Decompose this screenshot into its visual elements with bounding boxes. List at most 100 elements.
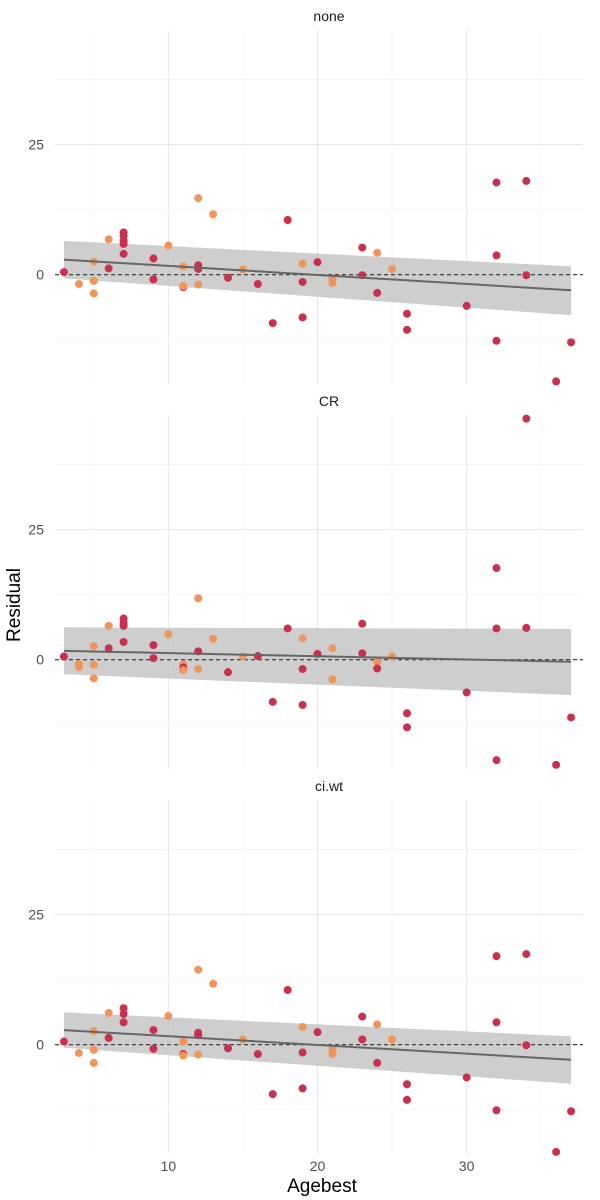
panel-3: ci.wt 25 0 — [28, 778, 583, 1156]
data-point — [492, 952, 501, 961]
data-point — [224, 273, 233, 282]
data-point — [492, 178, 501, 187]
data-point — [492, 1018, 501, 1027]
data-point — [403, 709, 411, 718]
data-point — [552, 760, 561, 769]
data-point — [298, 1048, 307, 1057]
confidence-ribbon — [63, 627, 572, 696]
data-point — [403, 325, 411, 334]
data-point — [328, 279, 337, 288]
data-point — [283, 986, 292, 995]
data-point — [492, 564, 501, 573]
y-tick-label: 25 — [28, 137, 44, 153]
data-point — [119, 1004, 128, 1013]
data-point — [462, 301, 471, 310]
data-point — [119, 637, 128, 646]
fit-line — [63, 649, 572, 663]
data-point — [522, 271, 531, 280]
data-point — [298, 634, 307, 643]
data-point — [313, 1028, 322, 1037]
data-point — [298, 700, 307, 709]
data-point — [149, 254, 158, 263]
data-point — [164, 630, 173, 639]
data-point — [104, 1008, 113, 1017]
data-point — [59, 268, 68, 277]
y-tick-label: 0 — [36, 267, 44, 283]
data-point — [522, 950, 531, 959]
data-point — [104, 1033, 113, 1042]
data-point — [298, 277, 307, 286]
data-point — [522, 176, 531, 185]
data-point — [119, 1018, 128, 1027]
data-point — [492, 756, 501, 765]
data-point — [194, 665, 203, 674]
data-point — [403, 1095, 411, 1104]
fit-line — [63, 258, 572, 292]
data-point — [268, 319, 277, 328]
data-point — [492, 1106, 501, 1115]
data-point — [328, 644, 337, 653]
data-point — [224, 668, 233, 677]
data-point — [552, 377, 561, 386]
panels: none 25 0 CR 25 0 ci.wt 25 0 10 20 30 — [28, 8, 583, 1174]
data-point — [298, 259, 307, 268]
data-point — [283, 624, 292, 633]
data-point — [373, 288, 382, 297]
data-point — [179, 1051, 188, 1060]
data-point — [253, 1050, 262, 1059]
data-point — [268, 697, 277, 706]
data-point — [388, 1035, 397, 1044]
data-point — [89, 642, 98, 651]
x-tick-label: 30 — [459, 1158, 475, 1174]
y-tick-label: 25 — [28, 907, 44, 923]
data-point — [149, 641, 158, 650]
data-point — [194, 280, 203, 289]
data-point — [358, 1012, 367, 1021]
panel-strip-label: ci.wt — [315, 778, 343, 794]
data-point — [149, 1026, 158, 1035]
data-point — [89, 674, 98, 683]
data-point — [104, 621, 113, 630]
data-point — [567, 1107, 576, 1116]
data-point — [179, 282, 188, 291]
data-point — [104, 264, 113, 273]
data-point — [522, 414, 531, 423]
data-point — [89, 660, 98, 669]
data-point — [74, 280, 83, 289]
data-point — [194, 965, 203, 974]
data-point — [253, 280, 262, 289]
data-point — [89, 276, 98, 285]
data-point — [298, 665, 307, 674]
data-point — [209, 210, 218, 219]
data-point — [298, 1084, 307, 1093]
data-point — [492, 624, 501, 633]
data-point — [388, 652, 397, 661]
x-tick-label: 10 — [161, 1158, 177, 1174]
data-point — [492, 251, 501, 260]
data-point — [298, 1022, 307, 1031]
data-point — [89, 1045, 98, 1054]
data-point — [283, 216, 292, 225]
x-tick-label: 20 — [310, 1158, 326, 1174]
y-axis-title: Residual — [4, 568, 25, 642]
data-point — [522, 1041, 531, 1050]
data-point — [373, 1058, 382, 1067]
data-point — [209, 979, 218, 988]
data-point — [119, 1009, 128, 1018]
panel-1: none 25 0 — [28, 8, 583, 386]
data-point — [164, 1012, 173, 1021]
data-point — [149, 275, 158, 284]
data-point — [462, 1073, 471, 1082]
data-point — [403, 723, 411, 732]
data-point — [104, 235, 113, 244]
data-point — [179, 666, 188, 675]
data-point — [194, 194, 203, 203]
data-point — [373, 657, 382, 666]
data-point — [89, 289, 98, 298]
data-point — [358, 243, 367, 252]
data-point — [328, 675, 337, 684]
data-point — [313, 258, 322, 267]
data-point — [492, 336, 501, 345]
y-tick-label: 25 — [28, 522, 44, 538]
data-point — [149, 654, 158, 663]
